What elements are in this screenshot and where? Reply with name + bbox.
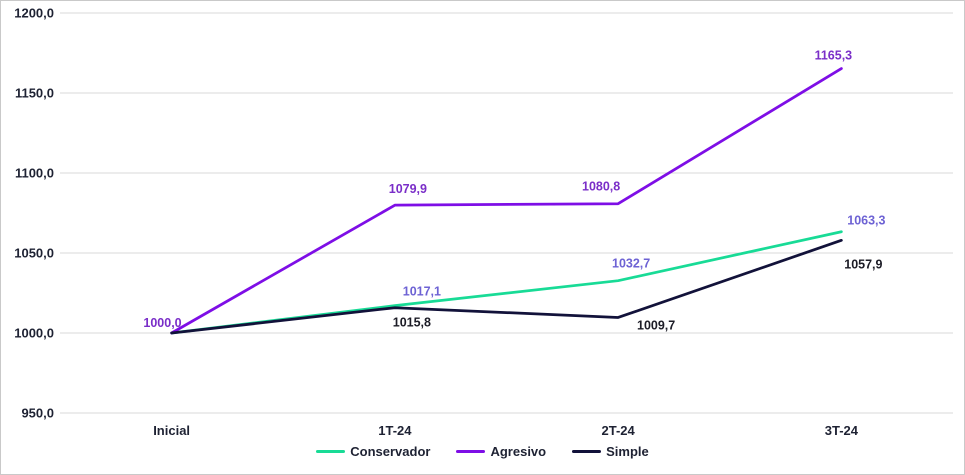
legend-item-simple: Simple (572, 445, 649, 458)
y-axis-tick-label: 1150,0 (15, 86, 54, 101)
y-axis-tick-labels: 950,0 1000,0 1050,0 1100,0 1150,0 1200,0 (14, 6, 54, 421)
chart-legend: Conservador Agresivo Simple (1, 445, 964, 458)
x-axis-category-label: 3T-24 (825, 423, 859, 438)
data-label-conservador-3t-24: 1063,3 (847, 214, 885, 228)
data-label-simple-1t-24: 1015,8 (393, 316, 431, 330)
x-axis-category-label: 1T-24 (378, 423, 412, 438)
y-axis-tick-label: 950,0 (21, 406, 54, 421)
data-label-simple-2t-24: 1009,7 (637, 318, 675, 332)
data-label-conservador-2t-24: 1032,7 (612, 257, 650, 271)
legend-label-conservador: Conservador (350, 444, 431, 459)
legend-swatch-simple (572, 450, 602, 453)
series-line-conservador (170, 230, 843, 335)
data-label-agresivo-inicial: 1000,0 (143, 316, 181, 330)
legend-item-agresivo: Agresivo (456, 445, 546, 458)
x-axis-category-label: Inicial (153, 423, 190, 438)
legend-swatch-agresivo (456, 450, 486, 453)
series-line-agresivo (170, 67, 843, 335)
data-label-conservador-1t-24: 1017,1 (403, 285, 441, 299)
legend-label-simple: Simple (606, 444, 649, 459)
legend-label-agresivo: Agresivo (490, 444, 547, 459)
y-axis-tick-label: 1050,0 (14, 246, 54, 261)
data-label-agresivo-2t-24: 1080,8 (582, 180, 620, 194)
legend-swatch-conservador (316, 450, 346, 453)
y-axis-tick-label: 1100,0 (15, 166, 54, 181)
legend-item-conservador: Conservador (316, 445, 430, 458)
y-axis-tick-label: 1000,0 (14, 326, 54, 341)
data-label-agresivo-1t-24: 1079,9 (389, 182, 427, 196)
data-label-simple-3t-24: 1057,9 (844, 257, 882, 271)
y-axis-tick-label: 1200,0 (14, 6, 54, 21)
data-labels: 1017,1 1032,7 1063,3 1000,0 1079,9 1080,8 1165… (143, 49, 885, 333)
data-label-agresivo-3t-24: 1165,3 (815, 49, 853, 63)
series-line-simple (170, 238, 843, 335)
x-axis-category-labels: Inicial 1T-24 2T-24 3T-24 (153, 423, 859, 438)
gridlines (60, 12, 953, 414)
x-axis-category-label: 2T-24 (602, 423, 636, 438)
